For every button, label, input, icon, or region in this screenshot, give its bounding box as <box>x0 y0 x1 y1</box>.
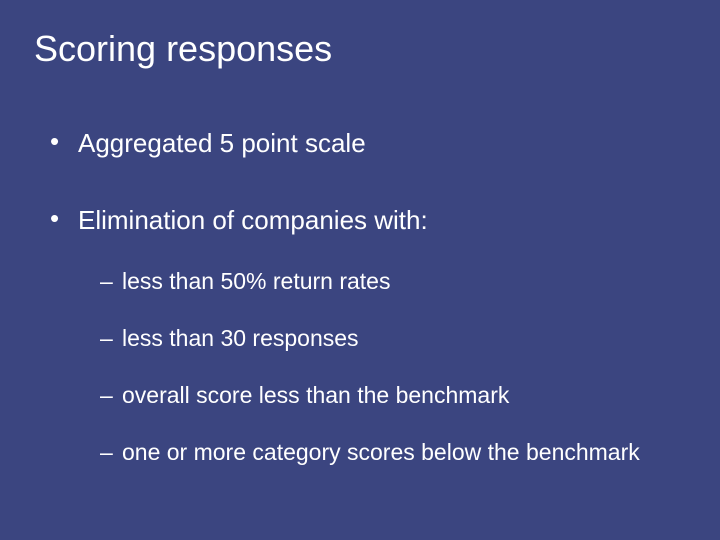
slide-title: Scoring responses <box>34 28 684 70</box>
sub-bullet-item: less than 30 responses <box>100 325 684 352</box>
sub-bullet-item: less than 50% return rates <box>100 268 684 295</box>
bullet-item: Elimination of companies with: less than… <box>50 205 684 466</box>
sub-bullet-item: one or more category scores below the be… <box>100 439 684 466</box>
sub-bullet-item: overall score less than the benchmark <box>100 382 684 409</box>
bullet-text: Elimination of companies with: <box>78 205 428 235</box>
bullet-text: Aggregated 5 point scale <box>78 128 366 158</box>
sub-bullet-list: less than 50% return rates less than 30 … <box>78 268 684 466</box>
bullet-list: Aggregated 5 point scale Elimination of … <box>36 128 684 466</box>
bullet-item: Aggregated 5 point scale <box>50 128 684 159</box>
